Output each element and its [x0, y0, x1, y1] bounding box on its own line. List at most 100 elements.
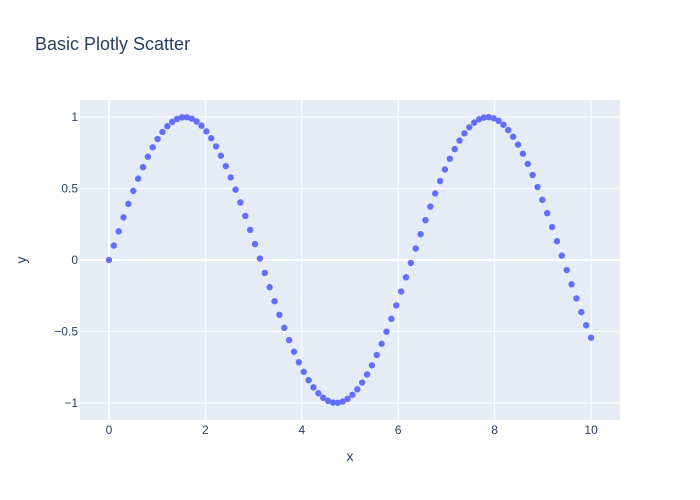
data-point[interactable] — [159, 128, 166, 136]
data-point[interactable] — [388, 315, 395, 323]
data-point[interactable] — [232, 186, 239, 193]
data-point[interactable] — [368, 362, 376, 369]
data-point[interactable] — [222, 162, 230, 170]
data-point[interactable] — [427, 203, 434, 210]
data-point[interactable] — [495, 117, 502, 125]
data-point[interactable] — [422, 216, 429, 224]
data-point[interactable] — [456, 137, 463, 144]
data-point[interactable] — [524, 160, 531, 168]
data-point[interactable] — [217, 152, 225, 159]
data-point[interactable] — [393, 302, 400, 309]
data-point[interactable] — [436, 177, 444, 185]
data-point[interactable] — [324, 397, 332, 405]
data-point[interactable] — [475, 116, 483, 123]
data-point[interactable] — [519, 150, 527, 157]
data-point[interactable] — [169, 118, 176, 126]
data-point[interactable] — [349, 391, 356, 398]
data-point[interactable] — [120, 214, 127, 221]
data-point[interactable] — [587, 334, 595, 341]
data-point[interactable] — [529, 171, 536, 179]
data-point[interactable] — [500, 121, 507, 128]
data-point[interactable] — [125, 200, 132, 208]
data-point[interactable] — [568, 281, 575, 288]
data-point[interactable] — [583, 322, 590, 329]
data-point[interactable] — [188, 115, 195, 122]
data-point[interactable] — [266, 284, 273, 291]
data-point[interactable] — [354, 386, 361, 393]
data-point[interactable] — [373, 351, 380, 359]
data-point[interactable] — [417, 231, 424, 238]
data-point[interactable] — [451, 145, 458, 153]
data-point[interactable] — [480, 114, 488, 121]
data-point[interactable] — [134, 175, 142, 182]
data-point[interactable] — [164, 123, 171, 130]
data-point[interactable] — [461, 130, 468, 137]
data-point[interactable] — [466, 124, 473, 131]
data-point[interactable] — [198, 122, 205, 129]
data-point[interactable] — [539, 196, 546, 204]
data-point[interactable] — [485, 113, 492, 121]
data-point[interactable] — [251, 240, 259, 248]
data-point[interactable] — [242, 212, 249, 220]
data-point[interactable] — [334, 399, 342, 406]
data-point[interactable] — [115, 228, 122, 235]
data-point[interactable] — [183, 114, 191, 121]
data-point[interactable] — [402, 274, 410, 281]
data-point[interactable] — [320, 394, 327, 401]
data-point[interactable] — [310, 384, 317, 391]
data-point[interactable] — [281, 324, 288, 332]
data-point[interactable] — [208, 135, 215, 142]
data-point[interactable] — [446, 155, 454, 162]
data-point[interactable] — [105, 256, 113, 264]
data-point[interactable] — [149, 144, 156, 151]
data-point[interactable] — [139, 163, 147, 171]
data-point[interactable] — [110, 242, 117, 249]
data-point[interactable] — [505, 126, 512, 134]
data-point[interactable] — [441, 166, 449, 173]
data-point[interactable] — [553, 238, 561, 245]
data-point[interactable] — [203, 128, 210, 135]
data-point[interactable] — [305, 376, 312, 384]
data-point[interactable] — [295, 359, 303, 366]
data-point[interactable] — [300, 368, 307, 375]
data-point[interactable] — [363, 371, 371, 378]
data-point[interactable] — [563, 266, 570, 274]
data-point[interactable] — [130, 187, 137, 195]
data-point[interactable] — [212, 143, 220, 150]
data-point[interactable] — [534, 183, 541, 191]
data-point[interactable] — [383, 328, 390, 335]
data-point[interactable] — [246, 226, 254, 234]
data-point[interactable] — [432, 190, 439, 197]
data-point[interactable] — [470, 119, 478, 126]
data-point[interactable] — [358, 379, 366, 386]
data-point[interactable] — [490, 115, 497, 122]
data-point[interactable] — [315, 390, 322, 397]
data-point[interactable] — [290, 348, 298, 355]
data-point[interactable] — [509, 133, 517, 140]
data-point[interactable] — [339, 398, 346, 405]
data-point[interactable] — [344, 395, 351, 403]
data-point[interactable] — [285, 336, 293, 344]
data-point[interactable] — [329, 399, 337, 406]
data-point[interactable] — [548, 223, 556, 231]
data-point[interactable] — [261, 269, 268, 277]
data-point[interactable] — [558, 252, 566, 259]
data-point[interactable] — [544, 209, 551, 217]
data-point[interactable] — [407, 259, 415, 267]
data-point[interactable] — [397, 288, 405, 295]
data-point[interactable] — [271, 298, 278, 305]
data-point[interactable] — [573, 295, 580, 302]
data-point[interactable] — [144, 153, 152, 160]
data-point[interactable] — [412, 245, 419, 252]
data-point[interactable] — [514, 141, 522, 148]
data-point[interactable] — [154, 135, 161, 143]
data-point[interactable] — [193, 118, 200, 125]
data-point[interactable] — [237, 199, 244, 206]
data-point[interactable] — [173, 115, 181, 123]
data-point[interactable] — [378, 340, 385, 347]
data-point[interactable] — [178, 114, 186, 121]
data-point[interactable] — [276, 311, 283, 319]
data-point[interactable] — [227, 174, 234, 181]
data-point[interactable] — [578, 308, 585, 316]
data-point[interactable] — [256, 255, 264, 262]
